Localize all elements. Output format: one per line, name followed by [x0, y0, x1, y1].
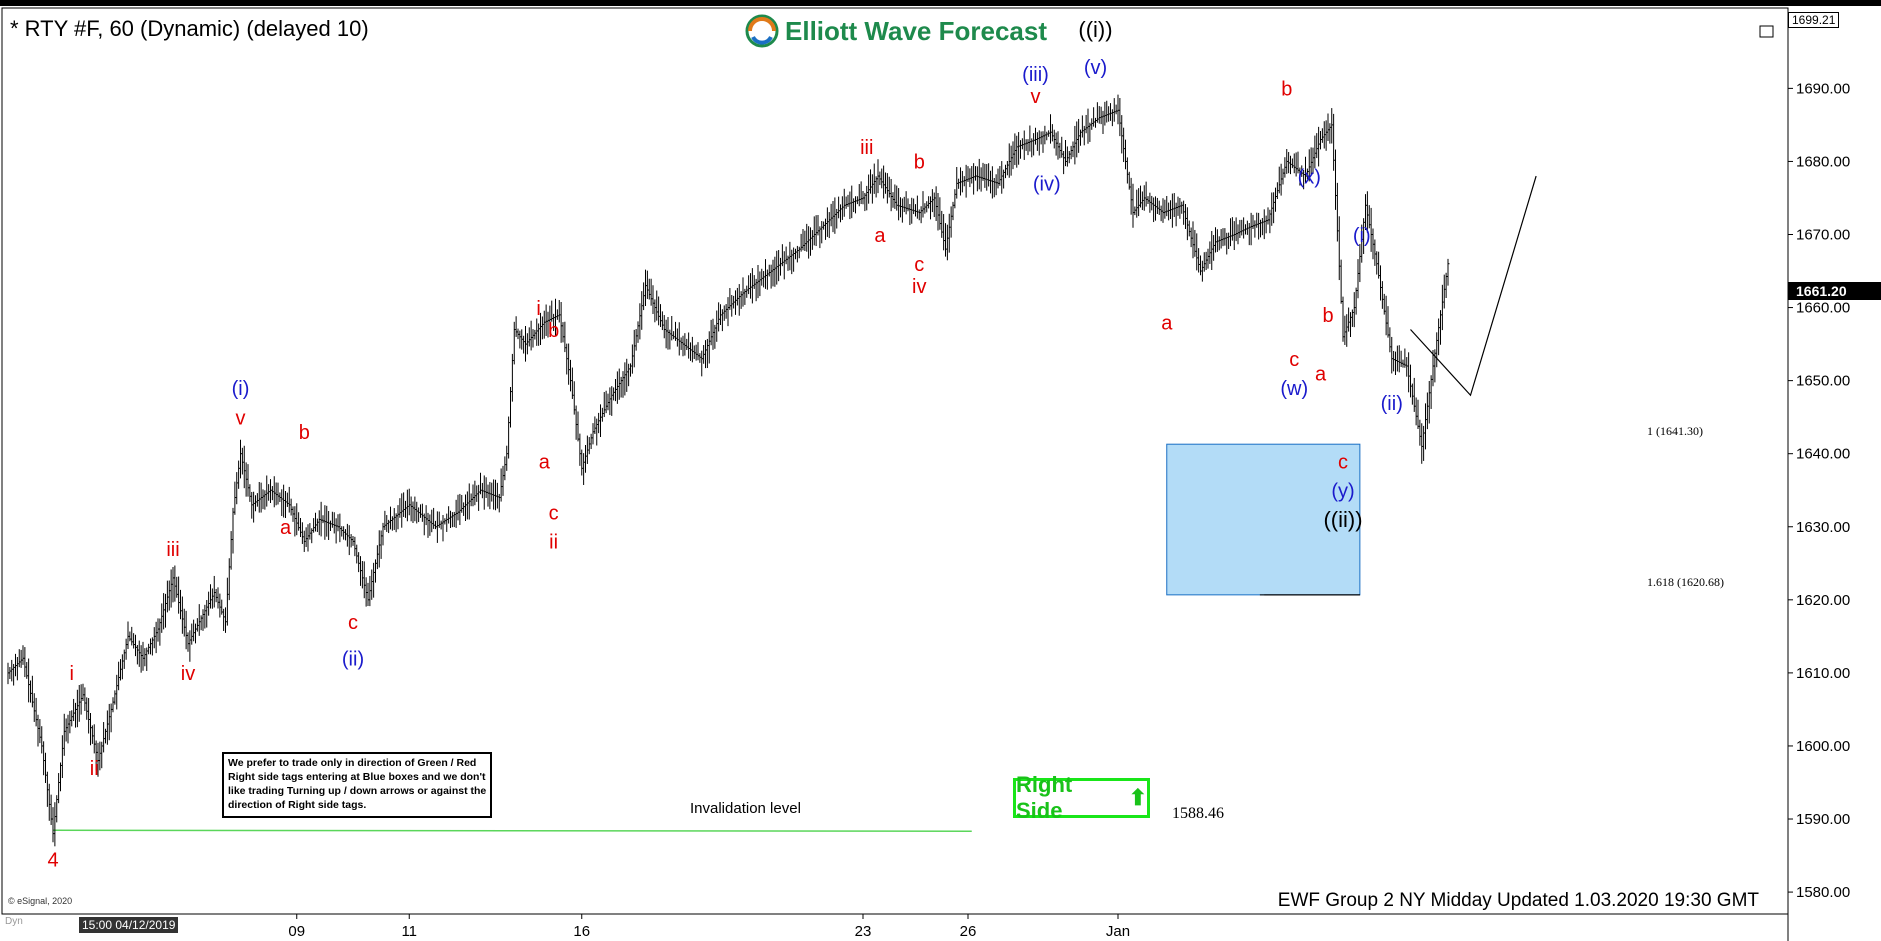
wave-label: (ii)	[342, 649, 364, 671]
wave-label: iv	[912, 276, 926, 298]
wave-label: (w)	[1280, 378, 1308, 400]
y-tick-label: 1630.00	[1796, 519, 1850, 536]
wave-label: (i)	[232, 378, 250, 400]
wave-label: (iii)	[1022, 64, 1049, 86]
invalidation-label: Invalidation level	[690, 800, 801, 817]
y-tick-label: 1600.00	[1796, 738, 1850, 755]
y-tick-label: 1610.00	[1796, 665, 1850, 682]
fib-level-1: 1 (1641.30)	[1647, 424, 1703, 438]
wave-label: b	[1322, 305, 1333, 327]
wave-label: c	[1289, 349, 1299, 371]
wave-label: (x)	[1298, 166, 1321, 188]
wave-label: b	[299, 422, 310, 444]
fib-level-1618: 1.618 (1620.68)	[1647, 575, 1724, 589]
chart-title: * RTY #F, 60 (Dynamic) (delayed 10)	[10, 16, 369, 41]
y-tick-label: 1690.00	[1796, 80, 1850, 97]
wave-label: a	[1315, 364, 1327, 386]
x-tick-label: 11	[401, 923, 417, 940]
wave-label: v	[1031, 86, 1041, 108]
wave-label: b	[1281, 79, 1292, 101]
top-price-label: 1699.21	[1788, 12, 1840, 28]
wave-label: iv	[181, 663, 195, 685]
brand-logo: Elliott Wave Forecast	[745, 14, 1047, 48]
x-tick-label: 26	[960, 923, 977, 940]
wave-label: 4	[47, 850, 58, 872]
right-side-tag: Right Side ⬆	[1013, 772, 1150, 823]
current-price-label: 1661.20	[1788, 282, 1881, 300]
wave-label: b	[548, 320, 559, 342]
wave-label: ii	[90, 758, 99, 780]
trading-note: We prefer to trade only in direction of …	[222, 752, 492, 818]
y-tick-label: 1580.00	[1796, 884, 1850, 901]
y-tick-label: 1640.00	[1796, 446, 1850, 463]
wave-label: (v)	[1084, 57, 1107, 79]
y-tick-label: 1590.00	[1796, 811, 1850, 828]
window-button-icon	[1759, 25, 1774, 38]
wave-label: ((i))	[1078, 17, 1112, 42]
y-tick-label: 1680.00	[1796, 153, 1850, 170]
wave-label: ((ii))	[1323, 507, 1362, 532]
wave-label: a	[539, 451, 551, 473]
y-tick-label: 1620.00	[1796, 592, 1850, 609]
wave-label: iii	[166, 539, 179, 561]
wave-label: (iv)	[1033, 174, 1061, 196]
x-tick-label: Jan	[1106, 923, 1130, 940]
wave-label: (y)	[1331, 481, 1354, 503]
wave-label: v	[236, 407, 246, 429]
wave-label: (ii)	[1381, 393, 1403, 415]
wave-label: iii	[860, 137, 873, 159]
wave-label: (i)	[1353, 225, 1371, 247]
y-tick-label: 1670.00	[1796, 227, 1850, 244]
wave-label: a	[1161, 312, 1173, 334]
wave-label: ii	[549, 532, 558, 554]
blue-target-box	[1166, 443, 1361, 596]
brand-name: Elliott Wave Forecast	[785, 15, 1047, 46]
wave-label: i	[536, 298, 540, 320]
esignal-credit: © eSignal, 2020	[8, 896, 73, 906]
wave-label: c	[348, 612, 358, 634]
wave-label: b	[914, 152, 925, 174]
wave-label: c	[1338, 451, 1348, 473]
y-tick-label: 1660.00	[1796, 300, 1850, 317]
wave-label: c	[914, 254, 924, 276]
x-tick-label: 09	[288, 923, 305, 940]
projection-path	[1410, 175, 1537, 397]
wave-label: i	[70, 663, 74, 685]
invalidation-line	[52, 829, 972, 833]
right-side-label: Right Side	[1016, 772, 1073, 823]
y-tick-label: 1650.00	[1796, 373, 1850, 390]
wave-label: a	[280, 517, 292, 539]
brand-globe-icon	[745, 14, 779, 48]
x-tick-label: 16	[573, 923, 590, 940]
wave-label: c	[549, 502, 559, 524]
wave-label: a	[874, 225, 886, 247]
update-footer: EWF Group 2 NY Midday Updated 1.03.2020 …	[1277, 890, 1759, 911]
invalidation-value: 1588.46	[1172, 805, 1224, 822]
arrow-up-icon: ⬆	[1128, 785, 1147, 810]
dyn-label: Dyn	[5, 916, 23, 927]
x-tick-label: 23	[855, 923, 872, 940]
cursor-date-box: 15:00 04/12/2019	[79, 917, 179, 933]
